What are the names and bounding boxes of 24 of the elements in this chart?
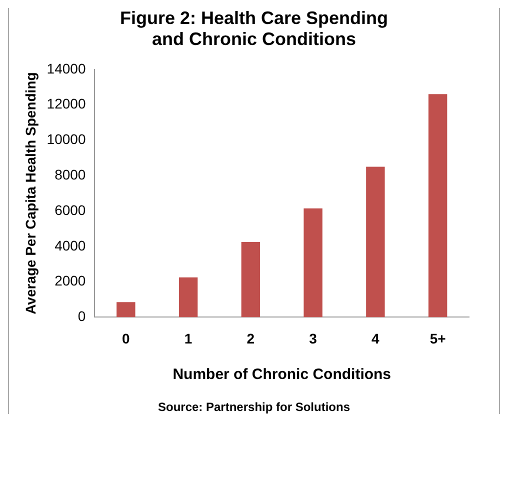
x-tick-label: 3	[309, 330, 318, 346]
y-tick-label: 6000	[54, 202, 86, 218]
y-tick-label: 0	[78, 308, 86, 324]
bar	[366, 166, 385, 318]
y-tick-label: 10000	[46, 131, 86, 148]
y-tick-label: 12000	[46, 96, 86, 112]
x-tick-label: 4	[372, 330, 380, 346]
chart-title: Figure 2: Health Care Spending and Chronic Conditions	[118, 8, 390, 50]
y-tick-label: 8000	[54, 166, 86, 182]
bar	[428, 94, 448, 318]
x-tick-label: 5+	[430, 330, 446, 346]
x-axis-title: Number of Chronic Conditions	[172, 366, 392, 384]
bar	[178, 277, 198, 318]
x-tick-label: 2	[246, 330, 255, 346]
bar	[304, 208, 322, 318]
x-tick-label: 1	[184, 330, 192, 346]
y-tick-label: 14000	[46, 60, 86, 76]
x-tick-label: 0	[122, 330, 130, 346]
y-tick-label: 4000	[54, 237, 86, 254]
bar	[241, 242, 260, 318]
source-note: Source: Partnership for Solutions	[156, 400, 352, 414]
y-axis-title: Average Per Capita Health Spending	[22, 72, 38, 314]
y-tick-label: 2000	[54, 272, 86, 289]
bar	[116, 302, 136, 318]
